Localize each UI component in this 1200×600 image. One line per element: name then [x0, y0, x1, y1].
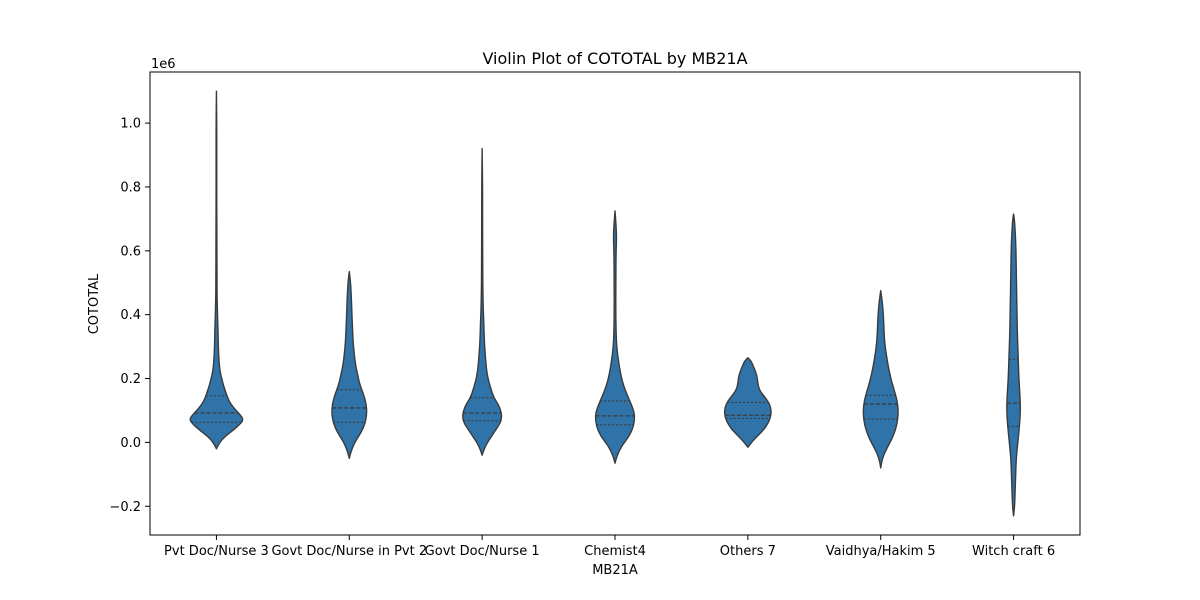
chart-title: Violin Plot of COTOTAL by MB21A [482, 49, 747, 68]
y-scale-label: 1e6 [151, 57, 176, 72]
x-tick-label: Pvt Doc/Nurse 3 [164, 544, 269, 559]
x-tick-label: Others 7 [720, 544, 776, 559]
violin-body [862, 290, 899, 469]
y-tick-label: 1.0 [120, 117, 141, 132]
x-axis-label: MB21A [592, 563, 638, 578]
violin-body [1006, 213, 1021, 517]
y-tick-label: −0.2 [109, 500, 141, 515]
y-axis-label: COTOTAL [87, 273, 102, 334]
x-tick-label: Chemist4 [584, 544, 646, 559]
x-tick-label: Govt Doc/Nurse in Pvt 2 [271, 544, 427, 559]
y-tick-label: 0.2 [120, 372, 141, 387]
x-tick-label: Witch craft 6 [972, 544, 1055, 559]
x-tick-label: Govt Doc/Nurse 1 [425, 544, 540, 559]
plot-frame [149, 71, 1081, 536]
violin-body [189, 90, 244, 450]
y-tick-label: 0.0 [120, 436, 141, 451]
x-tick-label: Vaidhya/Hakim 5 [826, 544, 936, 559]
y-tick-label: 0.8 [120, 180, 141, 195]
y-tick-label: 0.6 [120, 244, 141, 259]
violin-body [462, 147, 503, 456]
y-tick-label: 0.4 [120, 308, 141, 323]
violin-body [331, 270, 368, 460]
violin-body [594, 210, 636, 464]
